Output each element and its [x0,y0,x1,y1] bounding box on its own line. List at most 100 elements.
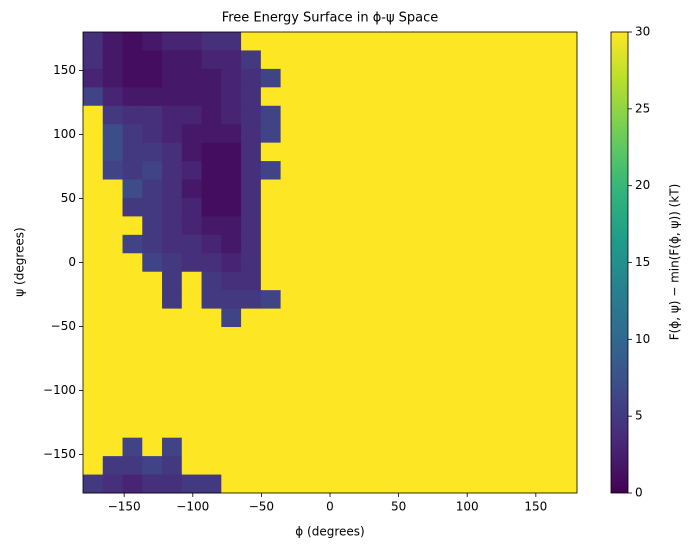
colorbar [610,31,629,494]
heatmap-cell [557,105,578,125]
x-tick-label: 0 [326,500,334,514]
heatmap-cell [241,271,262,291]
heatmap-cell [300,179,321,199]
heatmap-cell [537,197,558,217]
heatmap-cell [557,161,578,181]
heatmap-cell [300,87,321,107]
heatmap-cell [181,290,203,310]
chart-title: Free Energy Surface in ϕ-ψ Space [222,11,439,26]
heatmap-cell [83,87,104,107]
heatmap-cell [102,400,124,420]
heatmap-cell [241,474,262,494]
heatmap-cell [260,234,282,254]
heatmap-cell [122,234,143,254]
heatmap-cell [241,87,262,107]
heatmap-cell [497,437,519,457]
heatmap-cell [201,271,222,291]
heatmap-cell [557,308,578,328]
heatmap-cell [142,197,163,217]
heatmap-cell [181,308,203,328]
heatmap-cell [122,197,143,217]
heatmap-cell [339,105,361,125]
heatmap-cell [142,327,163,346]
heatmap-cell [181,68,203,88]
heatmap-cell [438,105,459,125]
heatmap-cell [181,124,203,144]
heatmap-cell [122,474,143,494]
heatmap-cell [497,216,519,236]
heatmap-cell [102,179,124,199]
heatmap-cell [241,363,262,383]
heatmap-cell [201,234,222,254]
heatmap-cell [260,179,282,199]
heatmap-cell [142,68,163,88]
heatmap-cell [320,345,341,365]
heatmap-cell [162,216,183,236]
heatmap-cell [162,271,183,291]
heatmap-cell [122,345,143,365]
heatmap-cell [557,456,578,476]
heatmap-cell [201,124,222,144]
heatmap-cell [399,437,420,457]
heatmap-cell [260,124,282,144]
heatmap-cell [458,253,479,273]
heatmap-cell [241,327,262,346]
heatmap-cell [102,327,124,346]
heatmap-cell [241,234,262,254]
heatmap-cell [537,161,558,181]
heatmap-cell [142,32,163,51]
heatmap-cell [122,437,143,457]
heatmap-cell [280,308,301,328]
heatmap-cell [379,308,400,328]
x-tick-label: 50 [391,500,406,514]
heatmap-cell [300,400,321,420]
heatmap-cell [300,253,321,273]
heatmap-cell [300,124,321,144]
heatmap-cell [181,271,203,291]
heatmap-cell [221,456,242,476]
heatmap-cell [458,474,479,494]
heatmap-cell [557,87,578,107]
heatmap-cell [458,161,479,181]
heatmap-cell [399,363,420,383]
heatmap-cell [142,290,163,310]
heatmap-cell [300,197,321,217]
heatmap-cell [320,456,341,476]
heatmap-cell [280,234,301,254]
heatmap-cell [537,400,558,420]
heatmap-cell [517,105,538,125]
heatmap-cell [221,50,242,70]
heatmap-cell [517,327,538,346]
heatmap-cell [517,32,538,51]
heatmap-cell [260,50,282,70]
heatmap-cell [339,234,361,254]
heatmap-cell [458,456,479,476]
heatmap-cell [517,437,538,457]
heatmap-cell [438,161,459,181]
heatmap-cell [221,253,242,273]
heatmap-cell [83,216,104,236]
heatmap-cell [320,474,341,494]
heatmap-cell [438,124,459,144]
heatmap-cell [497,327,519,346]
heatmap-cell [280,474,301,494]
heatmap-cell [537,234,558,254]
heatmap-cell [359,400,380,420]
heatmap-cell [142,271,163,291]
heatmap-cell [241,437,262,457]
heatmap-cell [478,271,499,291]
heatmap-cell [557,216,578,236]
heatmap-cell [320,419,341,439]
heatmap-cell [260,474,282,494]
heatmap-cell [221,161,242,181]
heatmap-cell [339,456,361,476]
heatmap-cell [458,327,479,346]
heatmap-cell [142,50,163,70]
heatmap-cell [260,105,282,125]
heatmap-cell [537,50,558,70]
heatmap-cell [537,32,558,51]
heatmap-cell [181,216,203,236]
heatmap-cell [241,124,262,144]
heatmap-cell [320,161,341,181]
heatmap-cell [181,345,203,365]
